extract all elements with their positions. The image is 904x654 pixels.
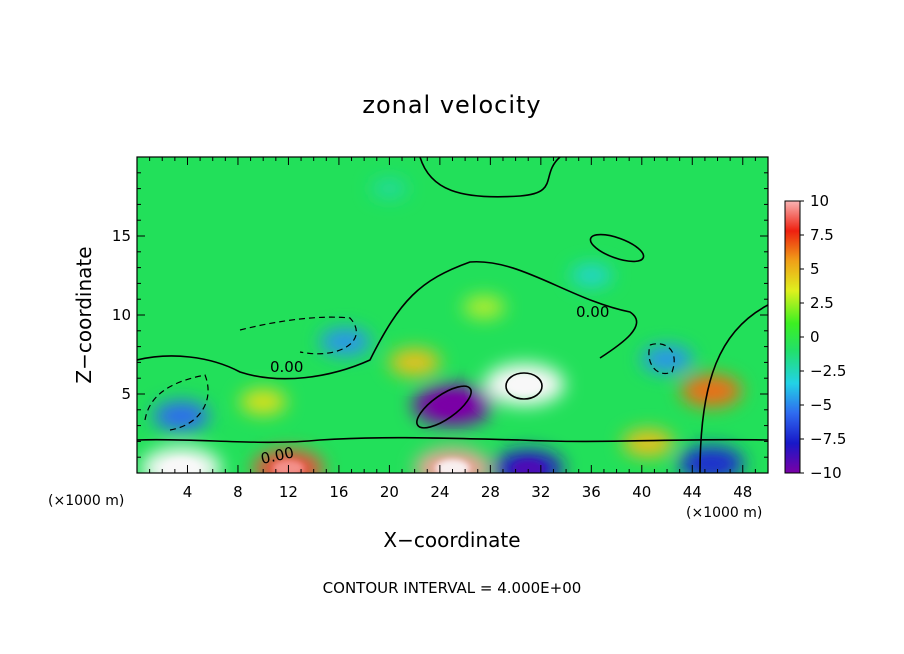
y-axis: 5 10 15 <box>112 172 768 458</box>
contour-label-2: 0.00 <box>270 358 303 376</box>
x-axis: 4 8 12 16 20 24 28 32 36 40 44 48 <box>149 157 756 501</box>
x-tick-label: 16 <box>329 483 348 501</box>
x-tick-label: 28 <box>481 483 500 501</box>
plot-area: 0.00 0.00 0.00 <box>137 157 768 473</box>
field-feature <box>240 389 287 415</box>
colorbar-tick-label: −5 <box>810 396 832 414</box>
colorbar-tick-label: −10 <box>810 464 842 482</box>
field-extreme <box>512 459 545 473</box>
field-feature <box>389 348 441 377</box>
field-extreme <box>506 375 543 394</box>
x-tick-label: 40 <box>632 483 651 501</box>
colorbar-tick-label: −7.5 <box>810 430 846 448</box>
x-unit-label-right: (×1000 m) <box>686 505 762 521</box>
colorbar: 10 7.5 5 2.5 0 −2.5 −5 −7.5 −10 <box>784 192 846 482</box>
dashed-contour-left <box>144 374 209 431</box>
colorbar-tick-label: −2.5 <box>810 362 846 380</box>
colorbar-tick-label: 7.5 <box>810 226 834 244</box>
dashed-contour-right <box>648 343 675 374</box>
velocity-field <box>141 178 745 473</box>
field-feature <box>680 374 742 408</box>
negative-contours <box>144 316 675 431</box>
contour-positive-core <box>505 372 543 400</box>
x-tick-label: 8 <box>233 483 243 501</box>
field-feature <box>153 401 210 432</box>
x-tick-label: 20 <box>380 483 399 501</box>
contour-zero-right <box>699 304 768 473</box>
field-feature <box>371 178 408 199</box>
x-axis-label: X−coordinate <box>383 528 520 552</box>
colorbar-gradient <box>784 200 801 474</box>
contour-closed-upper-right <box>589 233 645 263</box>
field-feature <box>622 429 674 457</box>
x-tick-label: 32 <box>531 483 550 501</box>
field-feature <box>641 345 693 374</box>
x-tick-label: 48 <box>733 483 752 501</box>
contour-interval-note: CONTOUR INTERVAL = 4.000E+00 <box>323 579 582 597</box>
dashed-contour-upper <box>239 316 357 355</box>
x-tick-label: 4 <box>183 483 193 501</box>
colorbar-tick-label: 2.5 <box>810 294 834 312</box>
y-tick-label: 15 <box>112 227 131 245</box>
field-feature <box>570 264 613 287</box>
field-feature <box>678 446 745 473</box>
x-tick-label: 44 <box>683 483 702 501</box>
contour-zero-top <box>419 157 561 198</box>
field-extreme <box>435 459 470 473</box>
contour-zero-middle <box>137 261 638 380</box>
x-unit-label-left: (×1000 m) <box>48 493 124 509</box>
x-tick-label: 24 <box>430 483 449 501</box>
field-feature <box>463 295 505 319</box>
y-axis-label: Z−coordinate <box>72 246 96 383</box>
x-tick-label: 36 <box>582 483 601 501</box>
field-extreme <box>163 458 200 473</box>
colorbar-tick-label: 5 <box>810 260 820 278</box>
contour-zero-bottom <box>137 436 768 444</box>
colorbar-tick-label: 10 <box>810 192 829 210</box>
velocity-extremes <box>163 375 545 473</box>
x-tick-label: 12 <box>279 483 298 501</box>
colorbar-ticks: 10 7.5 5 2.5 0 −2.5 −5 −7.5 −10 <box>800 192 846 482</box>
colorbar-tick-label: 0 <box>810 328 820 346</box>
contour-label-1: 0.00 <box>576 303 609 321</box>
field-feature <box>319 328 371 356</box>
y-tick-label: 10 <box>112 306 131 324</box>
field-extreme <box>434 395 471 415</box>
y-tick-label: 5 <box>121 385 131 403</box>
contour-negative-core <box>416 385 472 429</box>
contour-lines <box>137 157 768 473</box>
chart-title: zonal velocity <box>362 91 541 119</box>
